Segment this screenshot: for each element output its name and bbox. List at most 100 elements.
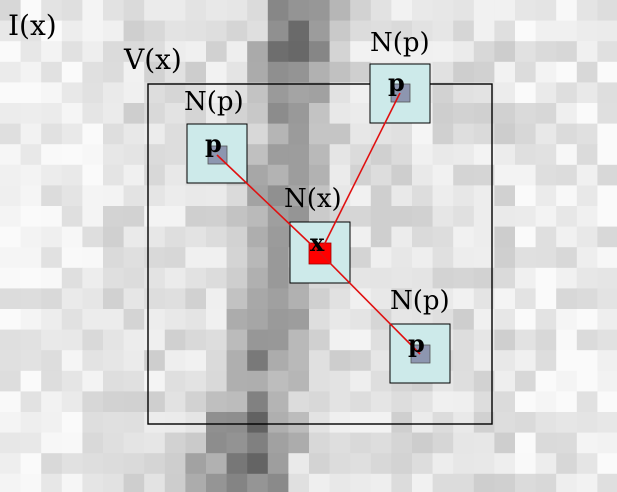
image-pixel: [226, 185, 248, 207]
image-pixel: [0, 288, 22, 310]
connector-line: [319, 92, 401, 254]
image-pixel: [41, 103, 63, 125]
image-pixel: [412, 0, 434, 22]
image-pixel: [391, 206, 413, 228]
image-pixel: [576, 432, 598, 454]
image-pixel: [41, 61, 63, 83]
image-pixel: [329, 61, 351, 83]
image-pixel: [0, 473, 22, 492]
image-pixel: [556, 288, 578, 310]
image-pixel: [350, 164, 372, 186]
image-pixel: [515, 226, 537, 248]
image-pixel: [350, 41, 372, 63]
image-pixel: [597, 144, 617, 166]
image-pixel: [535, 350, 557, 372]
image-pixel: [206, 432, 228, 454]
image-pixel: [576, 61, 598, 83]
connector-line: [319, 252, 421, 355]
image-pixel: [370, 0, 392, 22]
image-pixel: [164, 350, 186, 372]
image-pixel: [535, 267, 557, 289]
image-pixel: [0, 144, 22, 166]
image-pixel: [82, 412, 104, 434]
image-pixel: [432, 432, 454, 454]
image-pixel: [391, 123, 413, 145]
image-pixel: [0, 103, 22, 125]
image-pixel: [206, 267, 228, 289]
image-pixel: [247, 473, 269, 492]
image-pixel: [247, 329, 269, 351]
image-pixel: [494, 309, 516, 331]
image-pixel: [453, 412, 475, 434]
image-pixel: [453, 473, 475, 492]
image-pixel: [412, 473, 434, 492]
image-pixel: [515, 309, 537, 331]
image-pixel: [556, 0, 578, 22]
image-pixel: [473, 391, 495, 413]
image-pixel: [556, 226, 578, 248]
image-pixel: [288, 185, 310, 207]
image-pixel: [473, 473, 495, 492]
image-pixel: [556, 103, 578, 125]
connector-line: [216, 154, 321, 254]
image-pixel: [0, 412, 22, 434]
image-pixel: [556, 61, 578, 83]
image-pixel: [370, 432, 392, 454]
image-pixel: [61, 473, 83, 492]
image-pixel: [103, 432, 125, 454]
image-pixel: [123, 41, 145, 63]
image-pixel: [20, 123, 42, 145]
image-pixel: [556, 453, 578, 475]
image-pixel: [515, 185, 537, 207]
image-pixel: [576, 103, 598, 125]
image-pixel: [473, 41, 495, 63]
image-pixel: [432, 41, 454, 63]
image-pixel: [350, 350, 372, 372]
image-pixel: [576, 0, 598, 22]
image-pixel: [20, 226, 42, 248]
image-pixel: [247, 144, 269, 166]
image-pixel: [453, 0, 475, 22]
image-pixel: [432, 185, 454, 207]
image-pixel: [0, 20, 22, 42]
image-pixel: [473, 412, 495, 434]
image-pixel: [350, 185, 372, 207]
image-pixel: [288, 20, 310, 42]
image-pixel: [597, 41, 617, 63]
image-pixel: [329, 453, 351, 475]
image-pixel: [82, 41, 104, 63]
image-pixel: [556, 41, 578, 63]
image-pixel: [20, 309, 42, 331]
image-pixel: [103, 350, 125, 372]
image-pixel: [226, 391, 248, 413]
image-pixel: [370, 370, 392, 392]
image-pixel: [61, 267, 83, 289]
image-pixel: [432, 61, 454, 83]
image-pixel: [82, 391, 104, 413]
image-pixel: [597, 412, 617, 434]
image-pixel: [164, 206, 186, 228]
image-pixel: [185, 432, 207, 454]
image-pixel: [515, 412, 537, 434]
image-pixel: [453, 123, 475, 145]
image-pixel: [309, 453, 331, 475]
image-pixel: [267, 391, 289, 413]
image-pixel: [0, 41, 22, 63]
image-pixel: [432, 391, 454, 413]
image-pixel: [164, 61, 186, 83]
image-pixel: [144, 206, 166, 228]
image-pixel: [185, 20, 207, 42]
image-pixel: [247, 185, 269, 207]
image-pixel: [556, 144, 578, 166]
image-pixel: [61, 103, 83, 125]
image-pixel: [41, 473, 63, 492]
image-pixel: [206, 103, 228, 125]
image-pixel: [473, 226, 495, 248]
image-pixel: [103, 185, 125, 207]
image-pixel: [247, 247, 269, 269]
image-pixel: [350, 61, 372, 83]
image-pixel: [61, 41, 83, 63]
image-pixel: [329, 432, 351, 454]
image-pixel: [247, 82, 269, 104]
image-pixel: [329, 0, 351, 22]
